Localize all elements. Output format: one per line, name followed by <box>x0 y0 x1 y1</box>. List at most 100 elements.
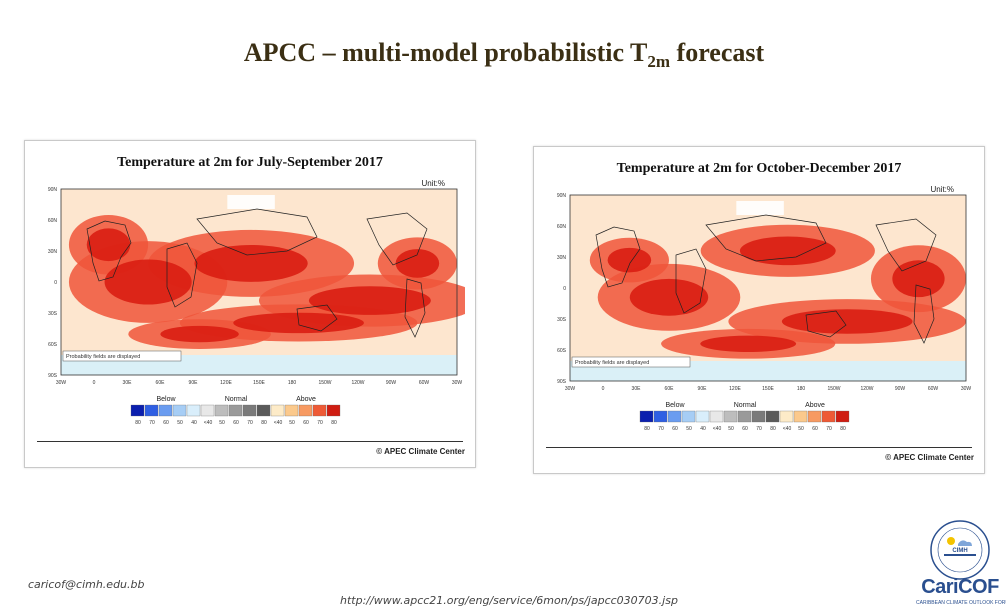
legend-swatch <box>709 410 724 423</box>
legend-swatch <box>695 410 710 423</box>
legend-tick: 40 <box>700 426 706 432</box>
lon-label: 90W <box>386 380 397 386</box>
lat-label: 90N <box>48 187 58 193</box>
legend-swatch <box>779 410 794 423</box>
lon-label: 30W <box>565 386 576 392</box>
legend-swatch <box>144 404 159 417</box>
note-box <box>62 350 182 362</box>
legend-tick: 60 <box>163 420 169 426</box>
legend-tick: 70 <box>826 426 832 432</box>
lat-label: 30S <box>48 311 58 317</box>
cimh-seal-icon: CIMH <box>930 520 990 580</box>
legend-swatch <box>807 410 822 423</box>
legend-tick: 70 <box>756 426 762 432</box>
legend-tick: 50 <box>177 420 183 426</box>
legend-swatch <box>130 404 145 417</box>
lat-label: 60N <box>48 218 58 224</box>
lon-label: 120E <box>220 380 232 386</box>
legend-tick: 80 <box>135 420 141 426</box>
legend-tick: <40 <box>274 420 283 426</box>
lon-label: 30E <box>123 380 133 386</box>
legend-tick: 60 <box>742 426 748 432</box>
source-url[interactable]: http://www.apcc21.org/eng/service/6mon/p… <box>340 594 678 607</box>
legend-swatch <box>821 410 836 423</box>
legend-tick: 80 <box>261 420 267 426</box>
lon-label: 150E <box>253 380 265 386</box>
lon-label: 30W <box>452 380 463 386</box>
map-note: Probability fields are displayed <box>66 354 140 360</box>
legend-swatch <box>737 410 752 423</box>
legend-swatch <box>214 404 229 417</box>
lat-label: 60S <box>48 342 58 348</box>
legend-swatch <box>639 410 654 423</box>
map-title: Temperature at 2m for October-December 2… <box>616 161 902 176</box>
lon-label: 30E <box>632 386 642 392</box>
legend-tick: 70 <box>658 426 664 432</box>
lon-label: 180 <box>288 380 297 386</box>
map-title: Temperature at 2m for July-September 201… <box>117 155 383 170</box>
legend-tick: 60 <box>672 426 678 432</box>
legend-tick: 40 <box>191 420 197 426</box>
legend-tick: 50 <box>289 420 295 426</box>
contact-email[interactable]: caricof@cimh.edu.bb <box>28 578 145 591</box>
caricof-logo: CIMH CariCOF CARIBBEAN CLIMATE OUTLOOK F… <box>914 520 1006 610</box>
lon-label: 90E <box>189 380 199 386</box>
lon-label: 180 <box>797 386 806 392</box>
legend: Below Normal Above 80 70 60 50 40 <40 50 60 70 80 <40… <box>130 396 341 426</box>
lon-label: 120W <box>860 386 873 392</box>
legend-group-label: Normal <box>734 402 757 409</box>
legend-tick: 60 <box>812 426 818 432</box>
lon-label: 150W <box>318 380 331 386</box>
legend-tick: 50 <box>686 426 692 432</box>
title-end: forecast <box>670 38 765 67</box>
lat-label: 30N <box>557 255 567 261</box>
lon-label: 60E <box>665 386 675 392</box>
legend-swatch <box>284 404 299 417</box>
legend-swatch <box>326 404 341 417</box>
legend-swatch <box>723 410 738 423</box>
logo-tagline: CARIBBEAN CLIMATE OUTLOOK FORUM <box>916 600 1006 606</box>
legend-swatch <box>228 404 243 417</box>
lon-label: 90E <box>698 386 708 392</box>
logo-brand: CariCOF <box>921 576 999 598</box>
lon-label: 60W <box>928 386 939 392</box>
title-subscript: 2m <box>647 52 671 71</box>
legend-tick: 50 <box>219 420 225 426</box>
legend-group-label: Below <box>665 402 685 409</box>
forecast-map-ond: Temperature at 2m for October-December 2… <box>533 146 985 474</box>
legend-swatch <box>667 410 682 423</box>
lon-label: 60E <box>156 380 166 386</box>
copyright: © APEC Climate Center <box>376 447 465 456</box>
unit-label: Unit:% <box>930 185 954 194</box>
legend-swatch <box>835 410 850 423</box>
legend-tick: <40 <box>204 420 213 426</box>
legend-tick: 70 <box>149 420 155 426</box>
map-note: Probability fields are displayed <box>575 360 649 366</box>
legend-group-label: Above <box>805 402 825 409</box>
lat-label: 30N <box>48 249 58 255</box>
lat-label: 90S <box>557 379 567 385</box>
legend-swatch <box>653 410 668 423</box>
logo-org: CIMH <box>952 548 967 554</box>
legend-tick: <40 <box>783 426 792 432</box>
legend-swatch <box>242 404 257 417</box>
lat-label: 0 <box>54 280 57 286</box>
lon-label: 30W <box>56 380 67 386</box>
lon-label: 150E <box>762 386 774 392</box>
legend: Below Normal Above 80 70 60 50 40 <40 50 60 70 80 <40… <box>639 402 850 432</box>
legend-swatch <box>270 404 285 417</box>
legend-swatch <box>256 404 271 417</box>
legend-tick: 80 <box>770 426 776 432</box>
lon-label: 90W <box>895 386 906 392</box>
lat-label: 60S <box>557 348 567 354</box>
legend-swatch <box>793 410 808 423</box>
lon-label: 150W <box>827 386 840 392</box>
legend-swatch <box>765 410 780 423</box>
legend-swatch <box>312 404 327 417</box>
lat-label: 60N <box>557 224 567 230</box>
lat-label: 90N <box>557 193 567 199</box>
legend-group-label: Above <box>296 396 316 403</box>
legend-tick: 80 <box>840 426 846 432</box>
lon-label: 120W <box>351 380 364 386</box>
